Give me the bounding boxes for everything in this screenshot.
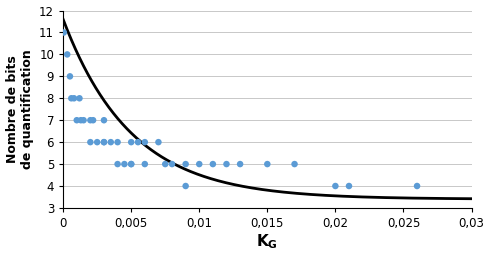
Point — [100, 140, 108, 144]
Point — [70, 96, 78, 100]
Point — [168, 162, 176, 166]
Point — [121, 162, 128, 166]
Point — [66, 74, 74, 78]
Point — [345, 184, 353, 188]
Point — [86, 118, 94, 122]
Point — [127, 140, 135, 144]
Point — [161, 162, 169, 166]
Point — [100, 140, 108, 144]
Point — [60, 30, 68, 34]
Y-axis label: Nombre de bits
de quantification: Nombre de bits de quantification — [5, 49, 33, 169]
Point — [107, 140, 115, 144]
Point — [75, 96, 83, 100]
Point — [141, 162, 149, 166]
X-axis label: $\mathbf{K_G}$: $\mathbf{K_G}$ — [256, 233, 278, 251]
Point — [236, 162, 244, 166]
Point — [127, 162, 135, 166]
Point — [68, 96, 75, 100]
Point — [182, 162, 190, 166]
Point — [63, 52, 71, 57]
Point — [114, 140, 122, 144]
Point — [331, 184, 339, 188]
Point — [413, 184, 421, 188]
Point — [222, 162, 230, 166]
Point — [77, 118, 85, 122]
Point — [141, 140, 149, 144]
Point — [154, 140, 162, 144]
Point — [291, 162, 298, 166]
Point — [196, 162, 203, 166]
Point — [86, 140, 94, 144]
Point — [89, 118, 97, 122]
Point — [209, 162, 217, 166]
Point — [134, 140, 142, 144]
Point — [182, 184, 190, 188]
Point — [100, 118, 108, 122]
Point — [127, 162, 135, 166]
Point — [93, 140, 101, 144]
Point — [80, 118, 88, 122]
Point — [264, 162, 271, 166]
Point — [73, 118, 81, 122]
Point — [114, 162, 122, 166]
